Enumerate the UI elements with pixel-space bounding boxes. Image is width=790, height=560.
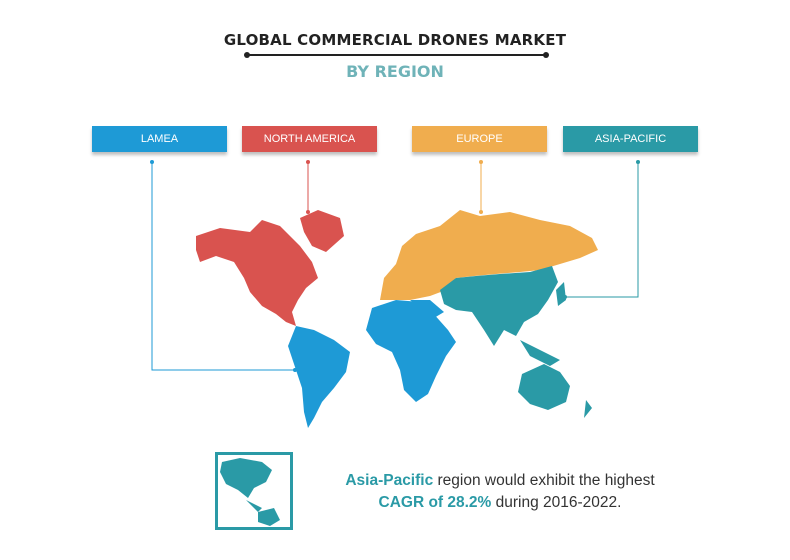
asia-pacific-inset-map [220,458,280,526]
title-divider [246,54,546,56]
divider-dot [244,52,250,58]
leader-line-lamea [151,162,295,371]
asia-pacific-inset-frame [215,452,293,530]
south-america-shape [288,326,350,428]
australia-shape [518,364,592,418]
subtitle: BY REGION [346,62,444,81]
note-text-2: during 2016-2022. [491,494,622,511]
africa-shape [366,300,456,402]
north-america-shape [196,210,344,326]
note-highlight-region: Asia-Pacific [345,472,434,489]
region-tag-asia-pacific: ASIA-PACIFIC [563,126,698,152]
region-tag-lamea: LAMEA [92,126,227,152]
divider-dot [543,52,549,58]
leader-line-asia-pacific [565,162,639,298]
region-tag-north-america: NORTH AMERICA [242,126,377,152]
europe-shape [380,210,598,300]
region-tag-europe: EUROPE [412,126,547,152]
asia-shape [440,266,566,366]
main-title: GLOBAL COMMERCIAL DRONES MARKET [223,31,567,49]
note-text-1: region would exhibit the highest [433,472,655,489]
cagr-note: Asia-Pacific region would exhibit the hi… [300,470,700,514]
note-highlight-cagr: CAGR of 28.2% [378,494,492,511]
